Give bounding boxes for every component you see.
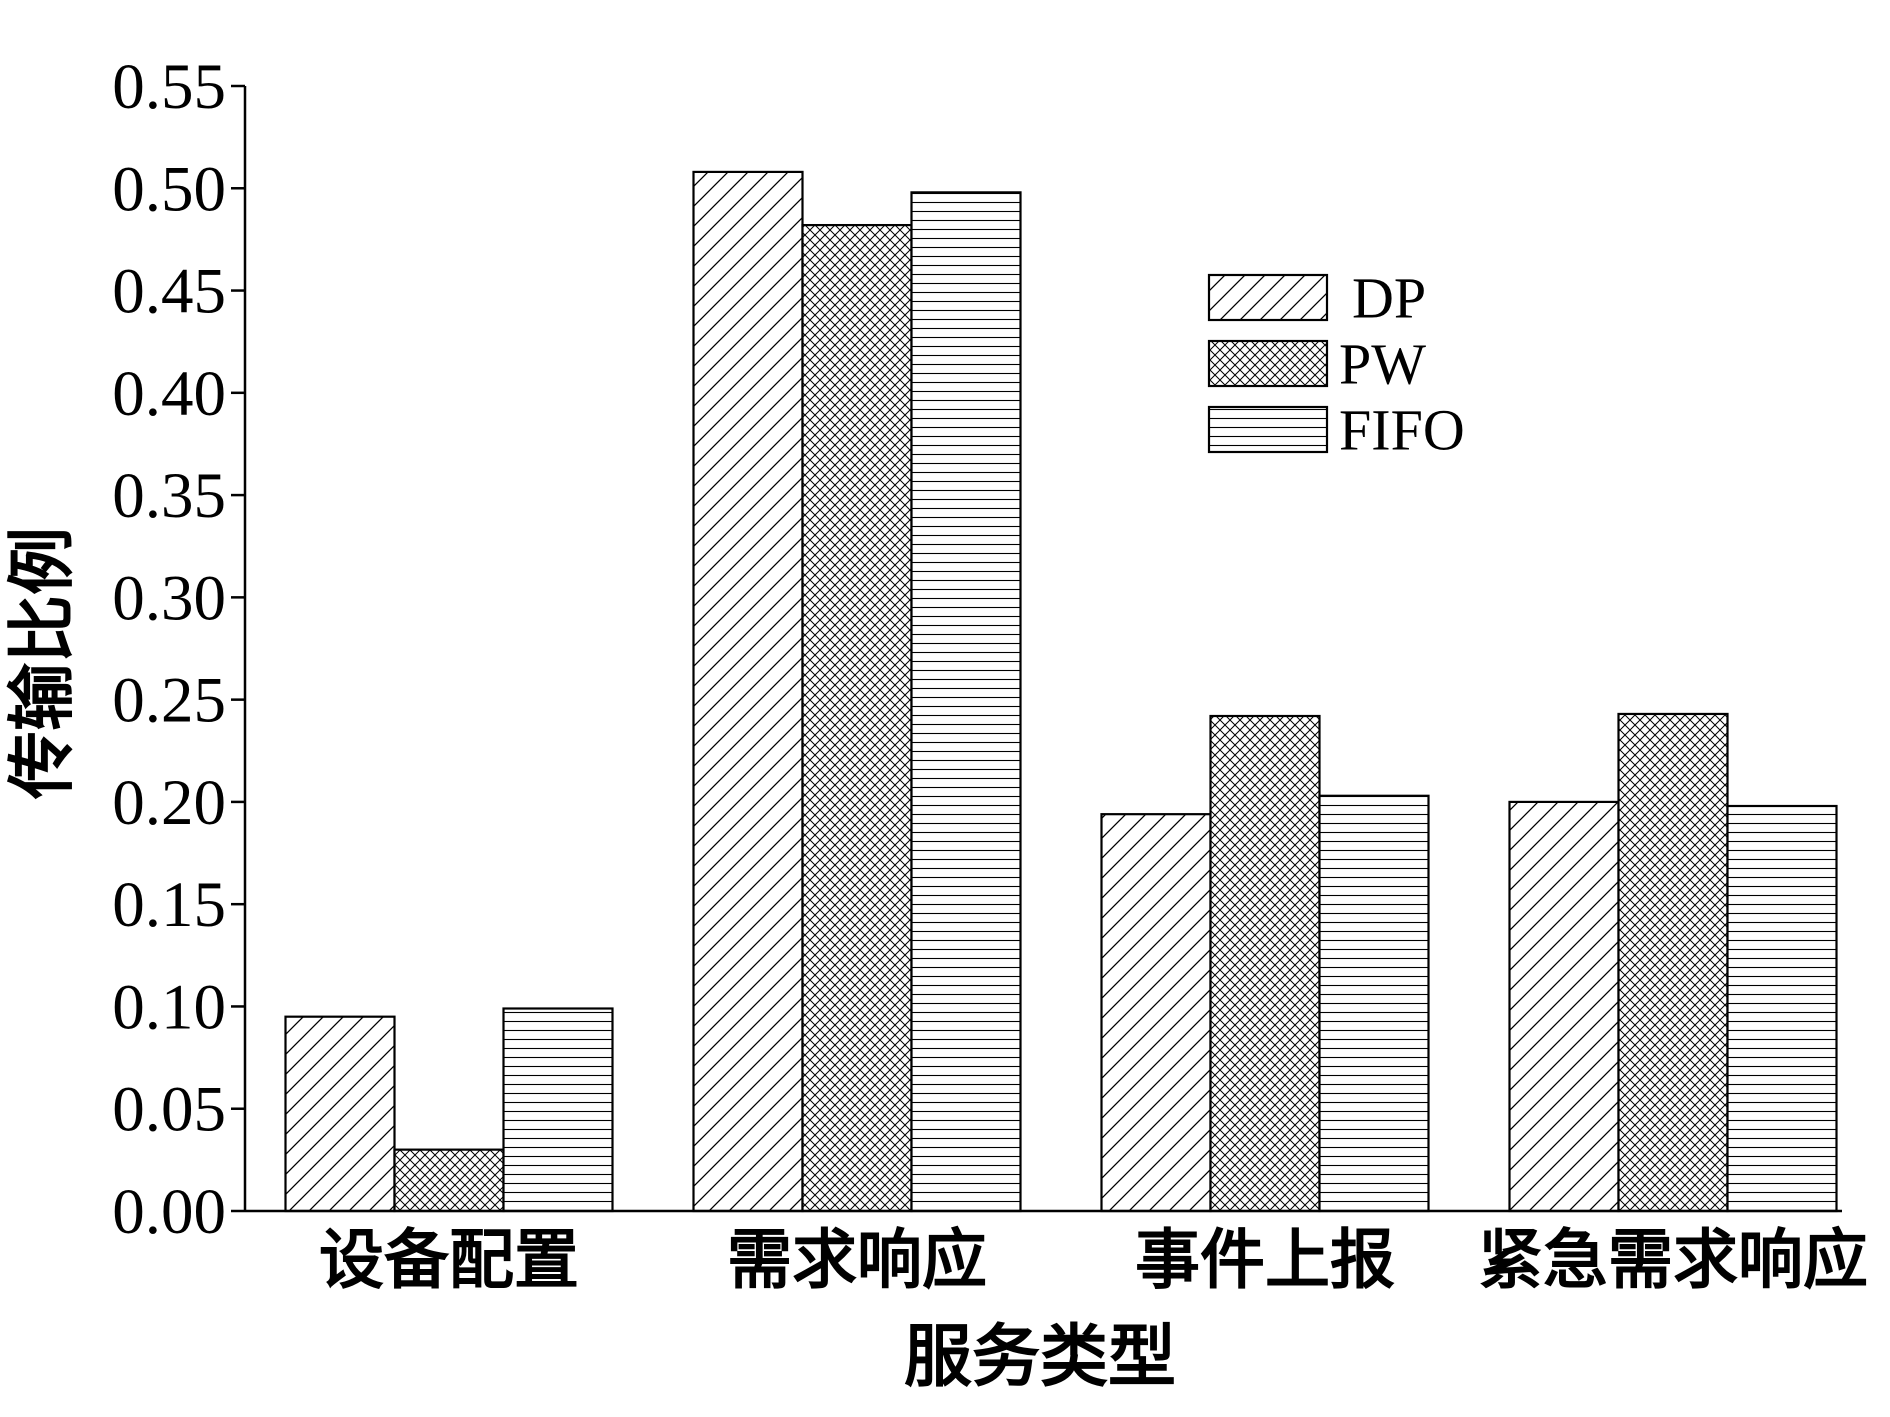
y-tick-label: 0.15 bbox=[112, 869, 226, 941]
legend-swatch-dp bbox=[1207, 273, 1329, 322]
bar-dp-2 bbox=[692, 170, 804, 1213]
legend-swatch-fifo bbox=[1207, 405, 1329, 454]
y-tick-label: 0.05 bbox=[112, 1074, 226, 1146]
x-categories-group: 设备配置 需求响应 事件上报 紧急需求响应 bbox=[319, 1222, 1868, 1298]
legend-label-fifo: FIFO bbox=[1339, 398, 1465, 463]
bar-fifo-2 bbox=[910, 191, 1022, 1213]
bar-fifo-1 bbox=[502, 1007, 614, 1213]
y-tick-label: 0.40 bbox=[112, 358, 226, 430]
x-axis-title: 服务类型 bbox=[904, 1317, 1176, 1397]
y-tick-label: 0.25 bbox=[112, 665, 226, 737]
legend-label-dp: DP bbox=[1352, 266, 1426, 331]
legend-swatch-pw bbox=[1207, 339, 1329, 388]
y-tick-label: 0.35 bbox=[112, 460, 226, 532]
x-category-label: 紧急需求响应 bbox=[1478, 1222, 1868, 1298]
bar-fifo-3 bbox=[1318, 794, 1430, 1213]
y-ticks-group: 0.00 0.05 0.10 0.15 0.20 0.25 0.30 0.35 0.40 0.45… bbox=[112, 51, 245, 1248]
y-tick-label: 0.00 bbox=[112, 1176, 226, 1248]
legend-label-pw: PW bbox=[1339, 332, 1426, 397]
y-tick-label: 0.45 bbox=[112, 256, 226, 328]
y-tick-label: 0.55 bbox=[112, 51, 226, 123]
y-tick-label: 0.30 bbox=[112, 562, 226, 634]
bars-group bbox=[284, 170, 1838, 1213]
bar-pw-1 bbox=[393, 1148, 505, 1213]
bar-pw-2 bbox=[801, 223, 913, 1213]
bar-pw-3 bbox=[1209, 714, 1321, 1213]
x-category-label: 需求响应 bbox=[727, 1222, 987, 1298]
bar-dp-3 bbox=[1100, 813, 1212, 1213]
bar-dp-1 bbox=[284, 1015, 396, 1213]
x-category-label: 事件上报 bbox=[1135, 1222, 1395, 1298]
axes-group bbox=[243, 86, 1842, 1213]
y-tick-label: 0.50 bbox=[112, 153, 226, 225]
bar-pw-4 bbox=[1617, 712, 1729, 1213]
bar-dp-4 bbox=[1508, 800, 1620, 1213]
bar-fifo-4 bbox=[1726, 804, 1838, 1213]
y-tick-label: 0.20 bbox=[112, 767, 226, 839]
y-tick-label: 0.10 bbox=[112, 971, 226, 1043]
y-axis-title: 传输比例 bbox=[3, 527, 83, 800]
x-category-label: 设备配置 bbox=[319, 1222, 579, 1298]
